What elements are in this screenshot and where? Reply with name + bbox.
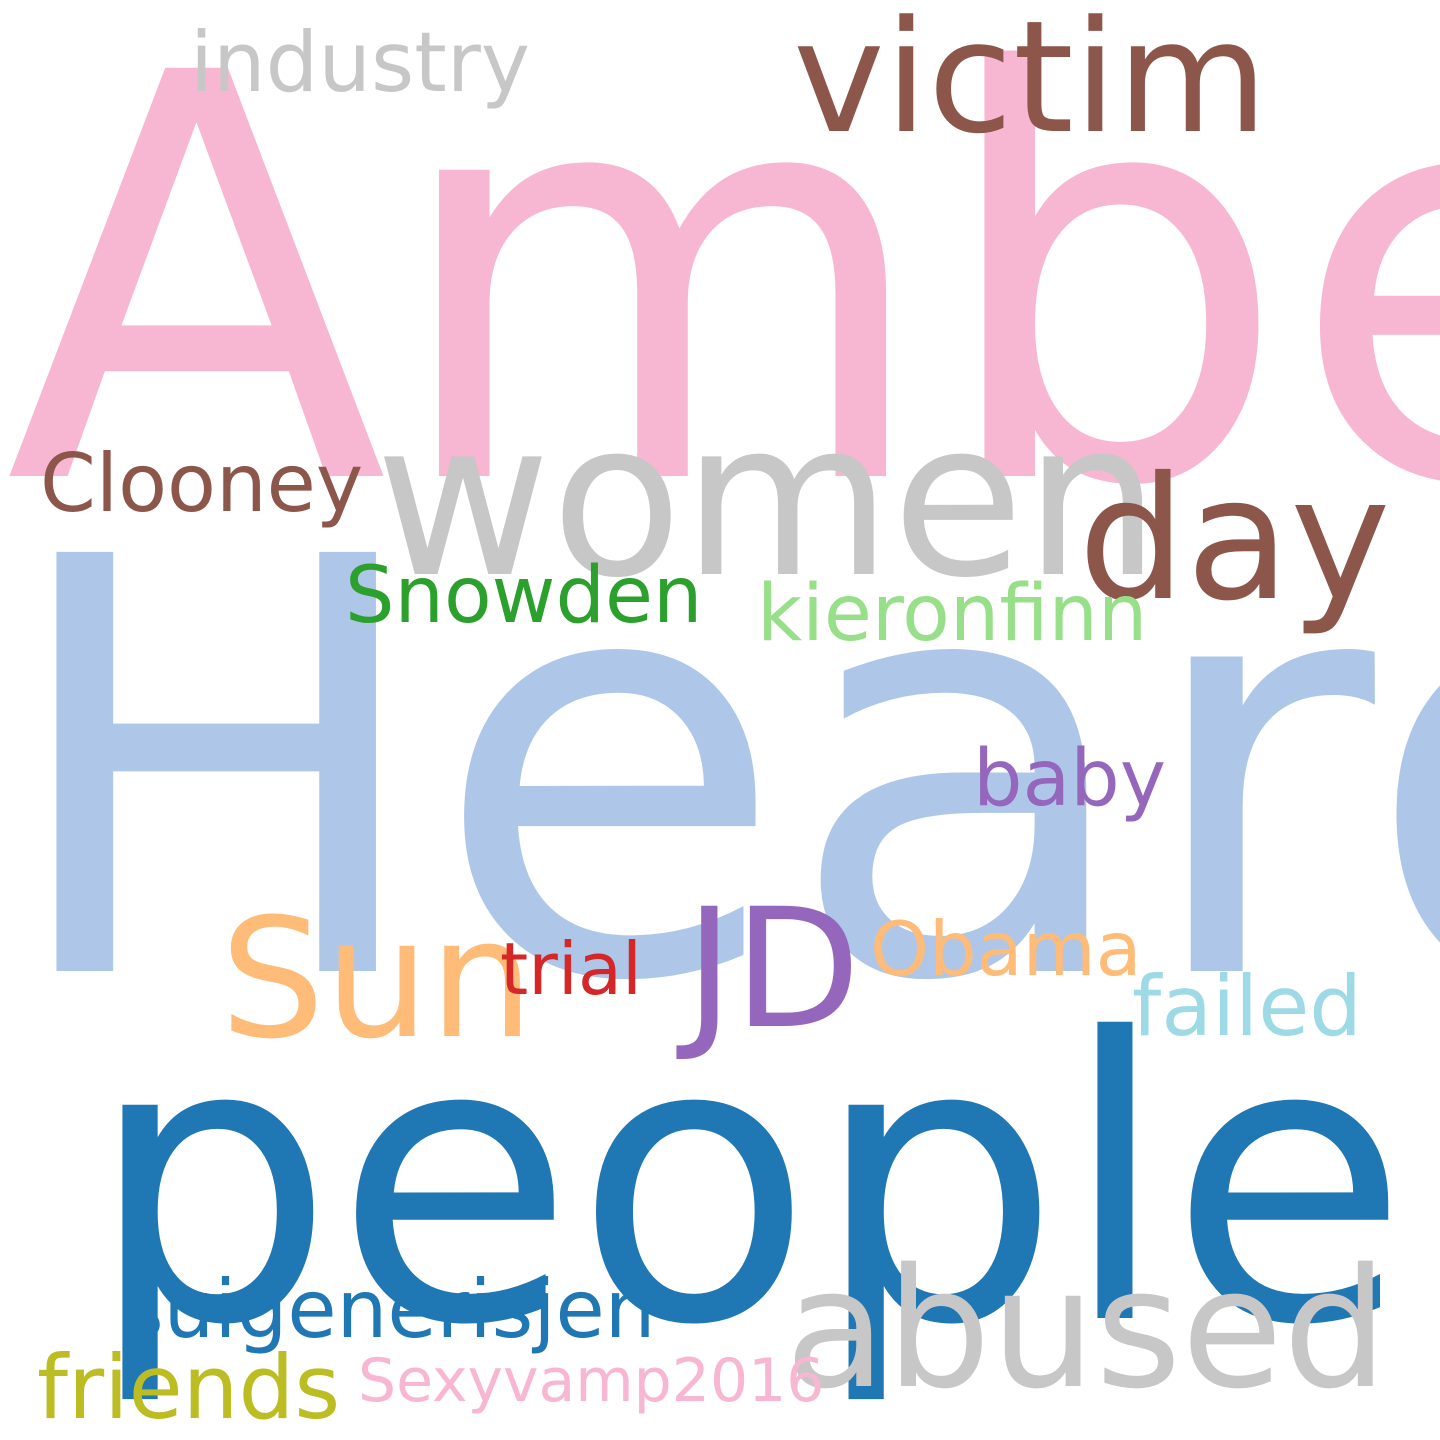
word-suigenerisjen: suigenerisjen xyxy=(122,1263,656,1356)
word-obama: Obama xyxy=(870,905,1142,993)
word-women: women xyxy=(375,374,1161,625)
word-clooney: Clooney xyxy=(40,437,364,530)
word-baby: baby xyxy=(973,734,1166,824)
word-snowden: Snowden xyxy=(345,551,703,641)
word-friends: friends xyxy=(37,1336,341,1439)
word-amber: Amber xyxy=(5,0,1440,609)
word-sun: Sun xyxy=(220,883,534,1075)
word-sexyvamp2016: Sexyvamp2016 xyxy=(358,1346,825,1416)
word-heard: Heard xyxy=(0,437,1440,1107)
word-trial: trial xyxy=(500,927,642,1011)
word-industry: industry xyxy=(190,14,530,111)
word-kieronfinn: kieronfinn xyxy=(757,569,1148,659)
word-day: day xyxy=(1078,441,1391,639)
word-victim: victim xyxy=(793,0,1268,168)
word-jd: JD xyxy=(685,873,861,1065)
word-people: people xyxy=(87,956,1409,1410)
word-abused: abused xyxy=(785,1233,1388,1425)
word-failed: failed xyxy=(1132,958,1362,1055)
